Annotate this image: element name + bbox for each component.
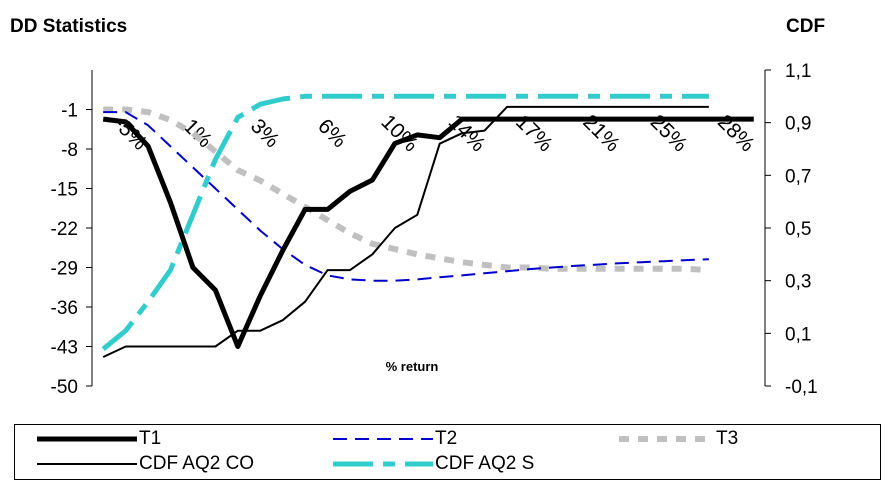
legend-label-t3: T3 bbox=[716, 428, 739, 449]
left-tick-label: -36 bbox=[51, 298, 78, 319]
left-axis-title: DD Statistics bbox=[10, 16, 128, 37]
right-tick-label: 0,9 bbox=[785, 114, 811, 135]
legend: T1 T2 T3 CDF AQ2 CO CDF AQ2 S bbox=[14, 424, 881, 480]
legend-label-cdf-aq2-s: CDF AQ2 S bbox=[435, 453, 535, 474]
left-tick-label: -22 bbox=[51, 219, 78, 240]
right-tick-label: 0,3 bbox=[785, 272, 811, 293]
legend-label-cdf-aq2-co: CDF AQ2 CO bbox=[139, 453, 255, 474]
left-tick-label: -8 bbox=[61, 140, 78, 161]
series-line-t2 bbox=[103, 111, 709, 282]
left-tick-label: -15 bbox=[51, 180, 78, 201]
right-tick-label: 1,1 bbox=[785, 61, 811, 82]
chart-series bbox=[101, 93, 754, 358]
right-tick-label: 0,5 bbox=[785, 219, 811, 240]
legend-item-t3: T3 bbox=[619, 427, 738, 451]
legend-item-t2: T2 bbox=[333, 427, 457, 451]
left-tick-label: -29 bbox=[51, 259, 78, 280]
legend-label-t1: T1 bbox=[139, 428, 162, 449]
series-line-cdf-aq2-s bbox=[101, 93, 709, 352]
x-axis-label: % return bbox=[386, 359, 439, 374]
left-tick-label: -1 bbox=[61, 101, 78, 122]
series-line-t1 bbox=[102, 116, 754, 349]
right-tick-label: 0,1 bbox=[785, 324, 811, 345]
left-tick-label: -50 bbox=[51, 377, 78, 398]
legend-item-cdf-aq2-s: CDF AQ2 S bbox=[333, 452, 534, 476]
chart-canvas: -1 -8 -15 -22 -29 -36 -43 -50 1,1 0,9 0,7 0,5 0,3 0,1… bbox=[51, 61, 818, 398]
left-tick-label: -43 bbox=[51, 338, 78, 359]
x-tick-label: 3% bbox=[246, 115, 284, 153]
right-tick-label: 0,7 bbox=[785, 166, 811, 187]
legend-item-t1: T1 bbox=[37, 427, 161, 451]
series-line-cdf-aq2-co bbox=[102, 105, 709, 358]
x-tick-label: 6% bbox=[313, 115, 351, 153]
legend-item-cdf-aq2-co: CDF AQ2 CO bbox=[37, 452, 254, 476]
right-tick-label: -0,1 bbox=[785, 377, 818, 398]
legend-label-t2: T2 bbox=[435, 428, 458, 449]
right-axis-title: CDF bbox=[786, 16, 826, 37]
